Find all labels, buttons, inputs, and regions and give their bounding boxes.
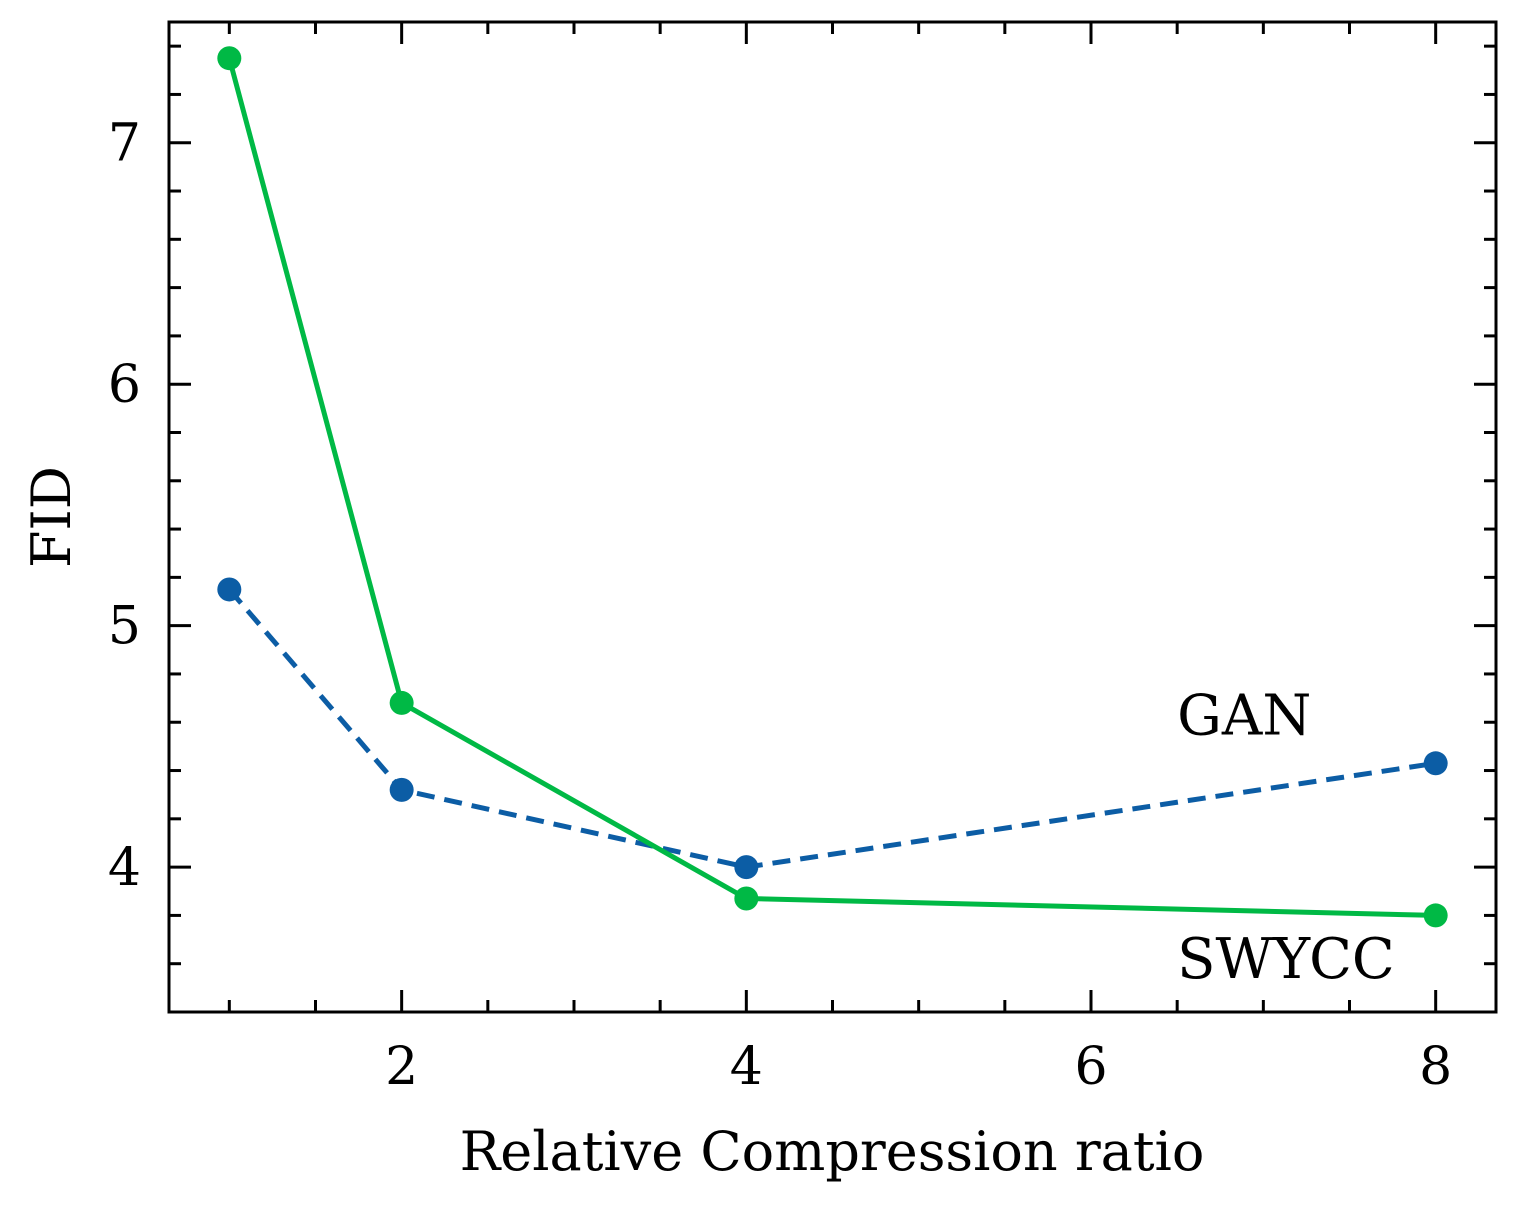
y-axis-title: FID <box>20 466 83 568</box>
swycc-data-point <box>734 886 759 911</box>
tick-labels: 2 4 6 8 4 5 6 7 <box>108 114 1452 1097</box>
swycc-data-point <box>389 690 414 715</box>
gan-data-point <box>217 577 242 602</box>
swycc-data-point <box>1423 903 1448 928</box>
x-tick-label: 4 <box>730 1037 763 1097</box>
swycc-series-line <box>226 57 1436 918</box>
swycc-series-label: SWYCC <box>1177 927 1395 992</box>
gan-data-point <box>734 855 759 880</box>
y-tick-label: 7 <box>108 114 141 174</box>
series-layer <box>217 46 1448 928</box>
x-axis-title: Relative Compression ratio <box>460 1120 1205 1183</box>
x-tick-label: 2 <box>385 1037 418 1097</box>
plot-frame <box>167 20 1498 1014</box>
gan-data-point <box>389 777 414 802</box>
y-tick-label: 6 <box>108 355 141 415</box>
gan-series-label: GAN <box>1177 683 1311 748</box>
gan-series-line <box>227 587 1437 870</box>
swycc-data-point <box>217 46 242 71</box>
y-tick-label: 5 <box>108 597 141 657</box>
gan-data-point <box>1423 751 1448 776</box>
axis-ticks <box>169 22 1496 1014</box>
x-tick-label: 6 <box>1074 1037 1107 1097</box>
series-annotations: GAN SWYCC <box>1177 683 1395 992</box>
y-tick-label: 4 <box>108 838 141 898</box>
x-tick-label: 8 <box>1419 1037 1452 1097</box>
